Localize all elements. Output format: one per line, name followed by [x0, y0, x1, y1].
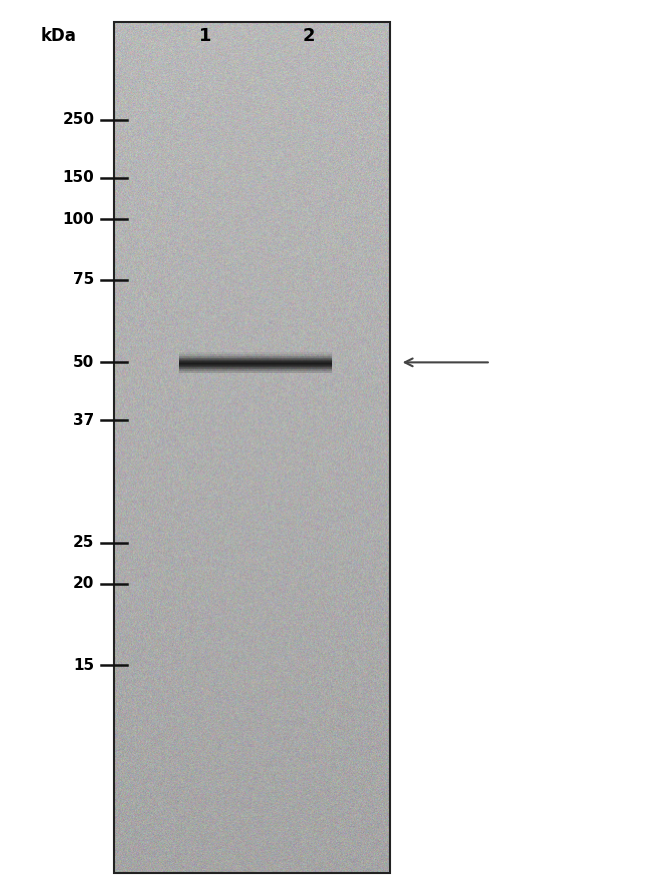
Text: 75: 75	[73, 272, 94, 287]
Bar	[114, 22, 390, 873]
Text: 50: 50	[73, 355, 94, 369]
Text: kDa: kDa	[40, 27, 77, 44]
Text: 15: 15	[73, 657, 94, 672]
Text: 37: 37	[73, 413, 94, 428]
Text: 150: 150	[62, 170, 94, 185]
Text: 1: 1	[198, 27, 211, 44]
Text: 20: 20	[73, 576, 94, 591]
Text: 2: 2	[302, 27, 315, 44]
Text: 25: 25	[73, 535, 94, 550]
Text: 100: 100	[62, 212, 94, 227]
Text: 250: 250	[62, 113, 94, 128]
